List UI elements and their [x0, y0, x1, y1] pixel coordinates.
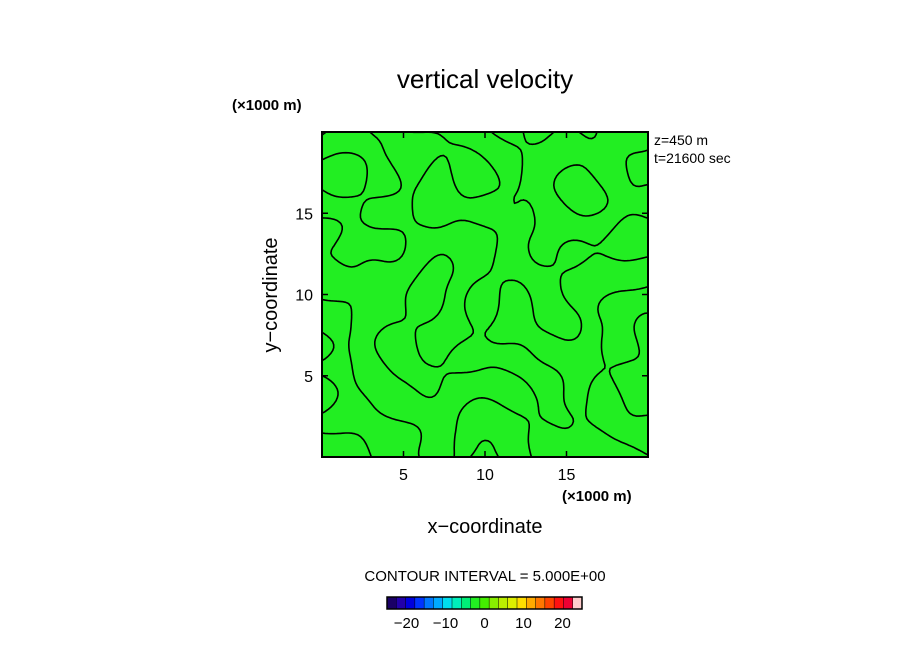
colorbar-frame — [386, 596, 583, 610]
annotation-0: z=450 m — [654, 132, 708, 148]
colorbar-swatch — [489, 597, 499, 609]
colorbar-swatch — [405, 597, 416, 609]
colorbar-swatch — [387, 597, 397, 609]
annotation-1: t=21600 sec — [654, 150, 731, 166]
colorbar-swatch — [535, 597, 546, 609]
contour-line — [322, 132, 648, 457]
colorbar — [386, 596, 583, 610]
chart-title: vertical velocity — [397, 64, 573, 94]
colorbar-swatch — [572, 597, 583, 609]
x-tick-label: 15 — [558, 467, 576, 484]
contour-interval-text: CONTOUR INTERVAL = 5.000E+00 — [364, 568, 605, 585]
colorbar-swatch — [526, 597, 537, 609]
colorbar-tick-label: 0 — [480, 615, 488, 632]
colorbar-tick-label: −10 — [433, 615, 458, 632]
y-tick-label: 15 — [295, 206, 313, 223]
x-unit-label: (×1000 m) — [562, 488, 632, 505]
colorbar-tick-label: 10 — [515, 615, 532, 632]
colorbar-swatch — [517, 597, 527, 609]
y-tick-label: 5 — [304, 369, 313, 386]
colorbar-tick-label: 20 — [554, 615, 571, 632]
colorbar-swatch — [452, 597, 462, 609]
plot-area — [321, 131, 649, 458]
x-tick-label: 5 — [399, 467, 408, 484]
colorbar-swatch — [498, 597, 509, 609]
colorbar-swatch — [563, 597, 574, 609]
colorbar-swatch — [479, 597, 490, 609]
colorbar-tick-label: −20 — [394, 615, 419, 632]
y-tick-label: 10 — [295, 288, 313, 305]
colorbar-swatch — [544, 597, 555, 609]
colorbar-swatch — [470, 597, 481, 609]
colorbar-swatch — [442, 597, 453, 609]
colorbar-swatch — [414, 597, 425, 609]
contour-lines — [322, 132, 648, 457]
colorbar-swatch — [554, 597, 564, 609]
y-unit-label: (×1000 m) — [232, 97, 302, 114]
x-tick-label: 10 — [476, 467, 494, 484]
colorbar-swatch — [424, 597, 434, 609]
field-fill — [322, 132, 648, 457]
colorbar-swatch — [396, 597, 407, 609]
colorbar-swatch — [507, 597, 518, 609]
colorbar-swatch — [433, 597, 444, 609]
colorbar-swatch — [461, 597, 472, 609]
x-axis-label: x−coordinate — [427, 516, 542, 538]
y-axis-label: y−coordinate — [260, 237, 282, 352]
